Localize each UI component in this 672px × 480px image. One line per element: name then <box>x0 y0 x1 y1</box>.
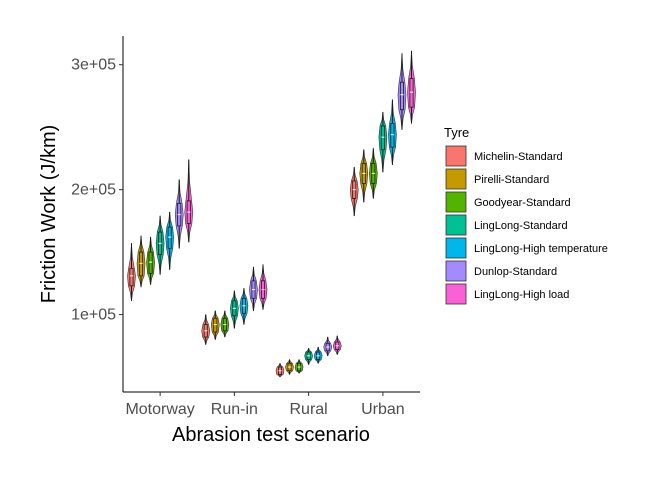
legend-key-0 <box>445 145 467 167</box>
legend-key-1 <box>445 168 467 190</box>
legend-key-6 <box>445 283 467 305</box>
box-3-3 <box>380 125 385 151</box>
legend-label-4: LingLong-High temperature <box>474 243 608 255</box>
legend-items: Michelin-Standard Pirelli-Standard Goodyea… <box>445 145 608 305</box>
legend: Tyre Michelin-Standard Pirelli-Standard Go… <box>444 125 608 305</box>
legend-label-2: Goodyear-Standard <box>474 197 571 209</box>
legend-label-1: Pirelli-Standard <box>474 174 549 186</box>
legend-key-2 <box>445 191 467 213</box>
legend-label-6: LingLong-High load <box>474 289 569 301</box>
y-tick-label: 2e+05 <box>71 182 116 199</box>
box-1-1 <box>213 317 218 333</box>
box-2-0 <box>148 251 153 274</box>
legend-label-0: Michelin-Standard <box>474 151 563 163</box>
x-tick-label: Motorway <box>125 401 194 418</box>
y-ticks: 1e+05 2e+05 3e+05 <box>71 57 123 324</box>
legend-label-3: LingLong-Standard <box>474 220 568 232</box>
legend-key-4 <box>445 237 467 259</box>
legend-key-3 <box>445 214 467 236</box>
x-axis-title: Abrasion test scenario <box>172 424 370 446</box>
y-axis-title: Friction Work (J/km) <box>38 125 60 304</box>
plot-marks <box>127 50 416 378</box>
x-ticks: Motorway Run-in Rural Urban <box>125 392 405 418</box>
x-tick-label: Run-in <box>211 401 258 418</box>
x-tick-label: Rural <box>290 401 328 418</box>
box-1-0 <box>139 251 144 277</box>
box-0-0 <box>129 267 134 287</box>
legend-key-5 <box>445 260 467 282</box>
box-4-3 <box>390 123 395 148</box>
x-tick-label: Urban <box>361 401 405 418</box>
legend-title: Tyre <box>444 125 469 140</box>
legend-label-5: Dunlop-Standard <box>474 266 557 278</box>
box-5-3 <box>399 81 404 111</box>
y-tick-label: 3e+05 <box>71 57 116 74</box>
box-4-0 <box>167 226 172 249</box>
y-tick-label: 1e+05 <box>71 307 116 324</box>
box-6-3 <box>409 78 414 108</box>
